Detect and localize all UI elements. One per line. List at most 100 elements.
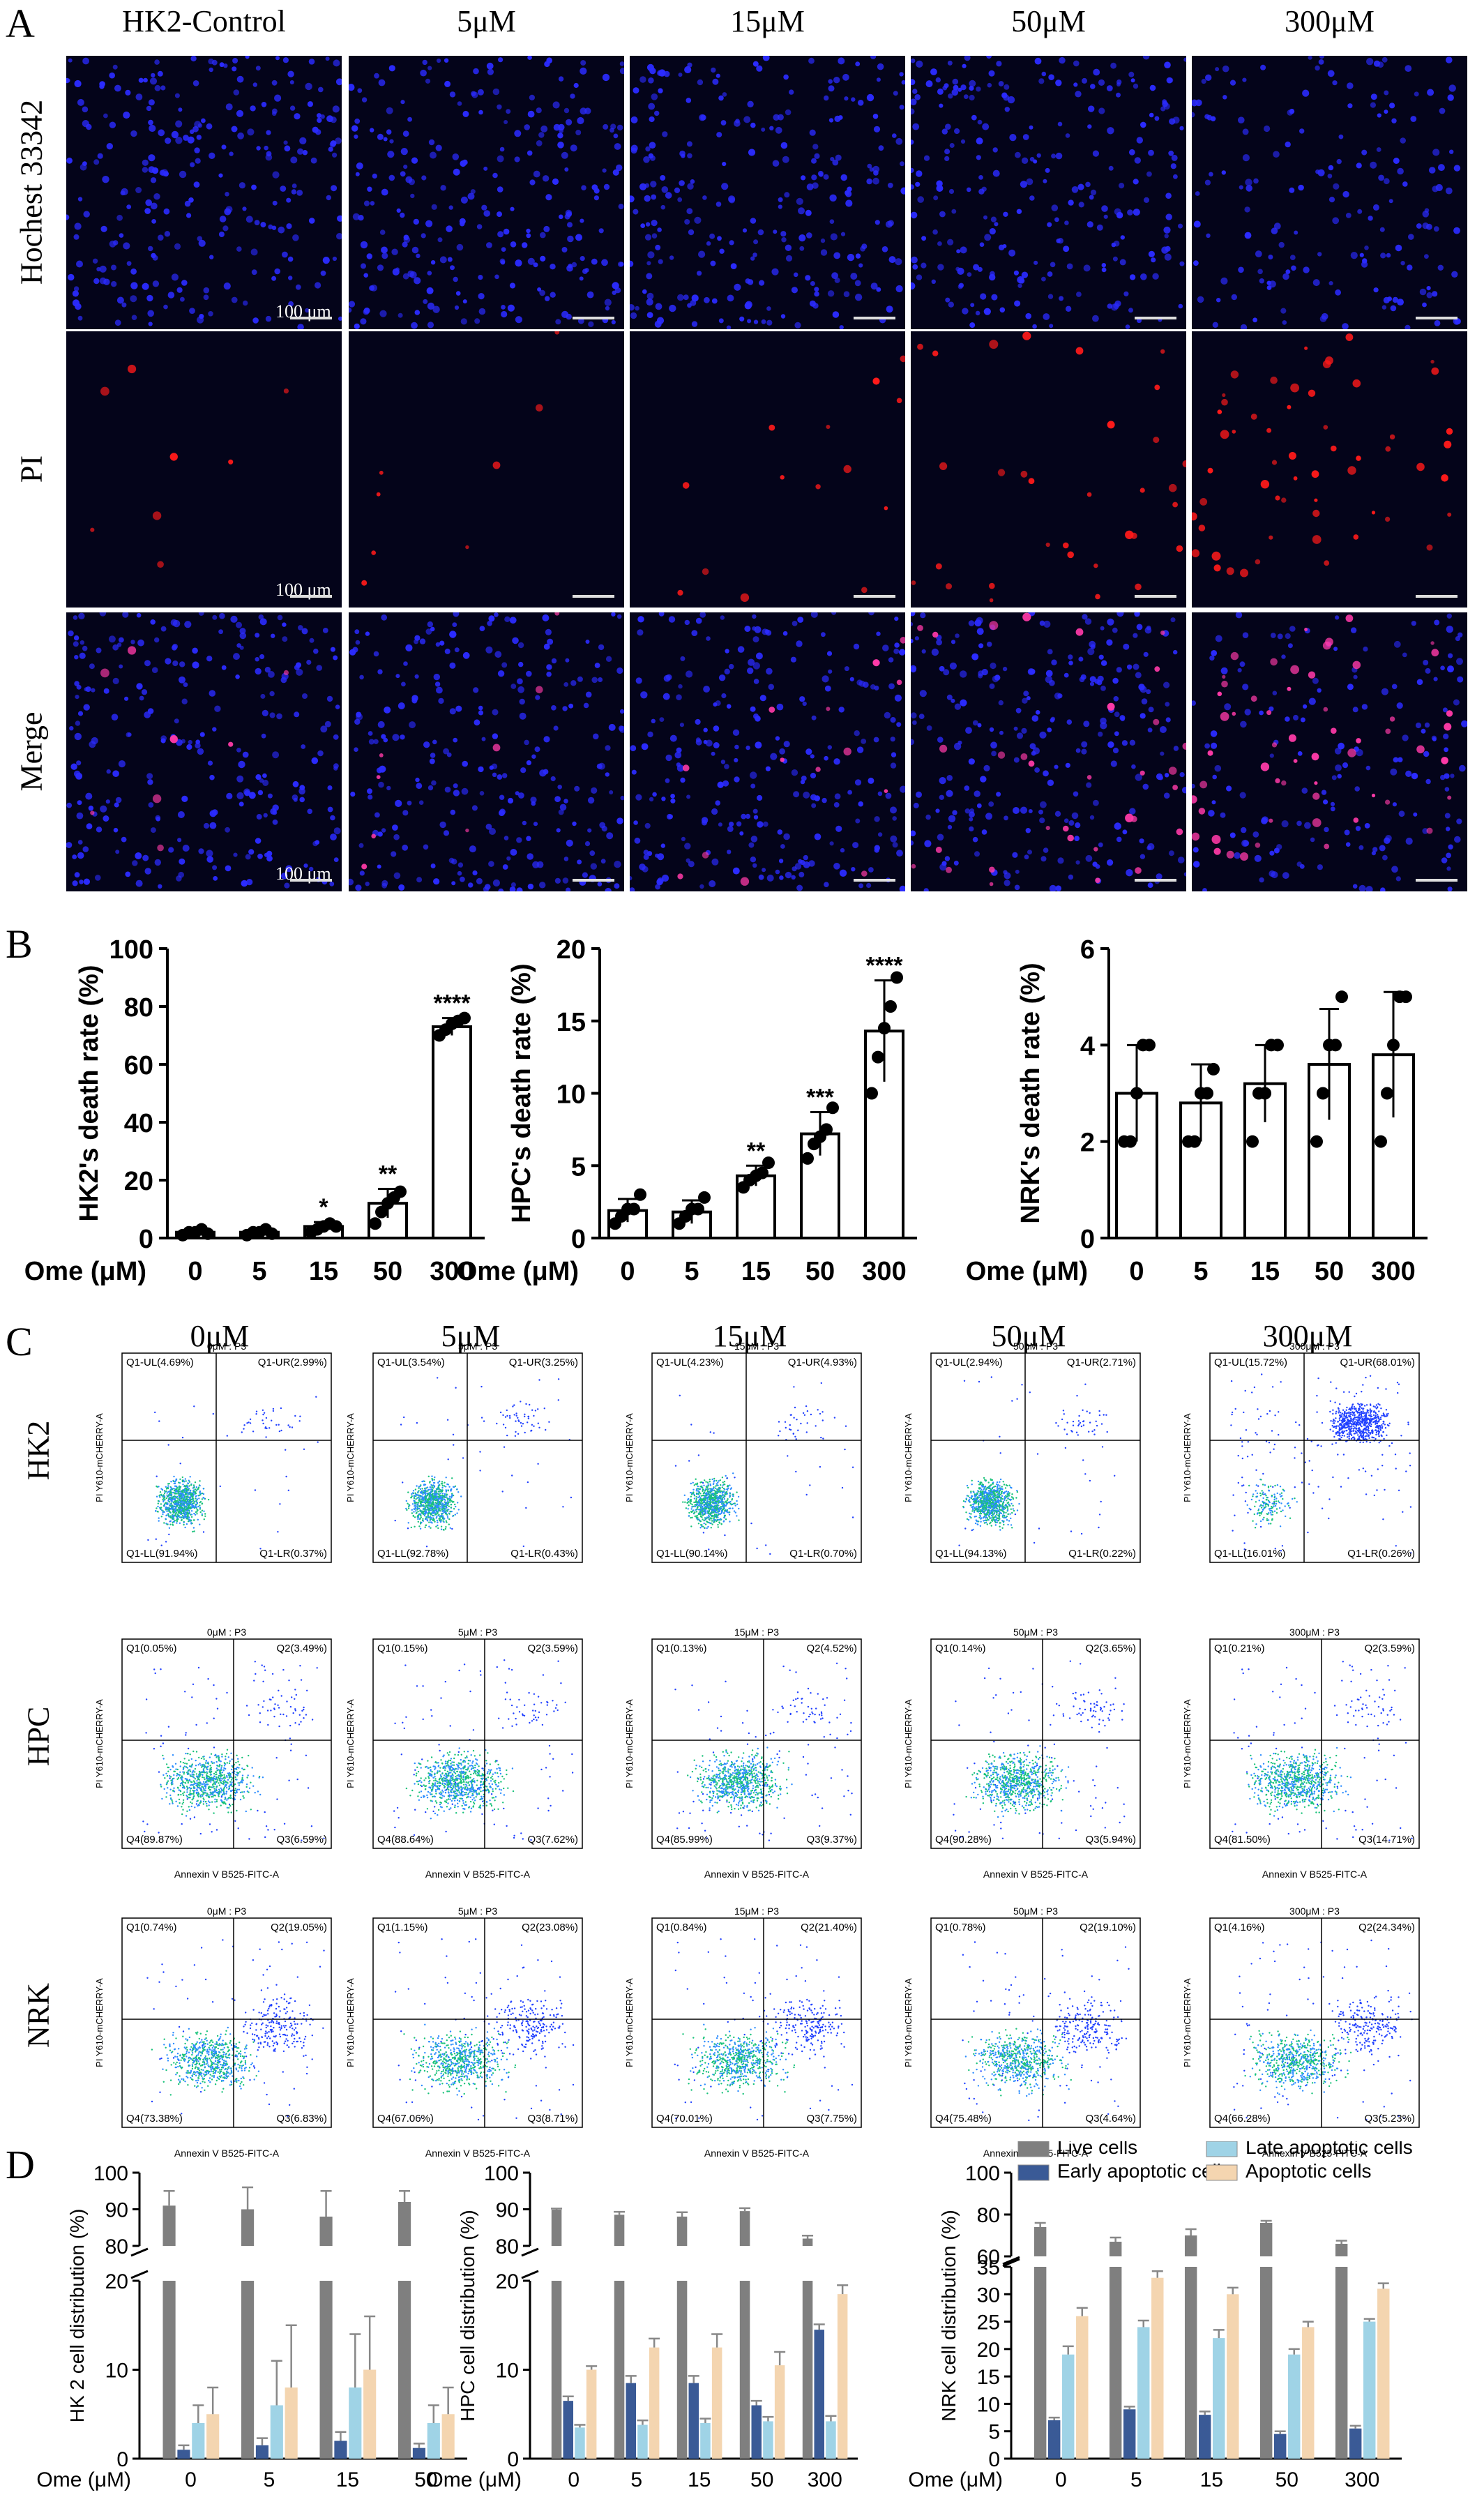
event [163,1497,166,1499]
event [851,1516,854,1518]
event [169,1497,172,1499]
nucleus [407,800,412,806]
nucleus [755,741,762,749]
pi-cell [682,482,690,489]
event [406,1509,408,1511]
nucleus [142,167,149,173]
nucleus [203,294,209,301]
event [407,1507,410,1509]
nucleus [646,298,653,306]
event [192,1486,195,1488]
nucleus [135,187,142,193]
nucleus [497,670,505,677]
nucleus [487,68,494,75]
nucleus [1003,870,1008,875]
event [504,1416,507,1418]
nucleus [552,101,560,109]
nucleus [395,267,400,272]
nucleus [563,682,569,687]
nucleus [443,830,450,836]
nucleus [515,316,522,324]
event [174,1481,176,1483]
event [423,1510,425,1512]
nucleus [1156,773,1163,780]
nucleus [801,175,806,181]
event [450,1510,453,1513]
pi-cell [1353,534,1359,540]
nucleus [121,836,127,843]
nucleus [699,612,706,618]
event [186,1523,188,1525]
event [159,1491,162,1493]
nucleus [568,703,574,709]
event [179,1486,182,1488]
event [441,1494,444,1496]
nucleus [745,813,751,819]
nucleus [1047,727,1052,732]
significance-label: * [319,1194,328,1221]
event [440,1501,442,1503]
event [167,1513,169,1515]
event [411,1493,413,1495]
nucleus [1141,698,1148,704]
nucleus [504,616,510,622]
nucleus [594,663,600,668]
nucleus [651,220,658,227]
nucleus [444,786,451,793]
event [693,1498,696,1500]
event [303,1448,305,1450]
event [438,1498,441,1500]
event [517,1419,520,1421]
nucleus [619,68,624,75]
nucleus [388,174,395,181]
nucleus [1004,84,1010,90]
nucleus [598,762,605,770]
nucleus [478,275,483,280]
event [515,1415,517,1417]
nucleus [1222,95,1227,100]
event [426,1518,428,1520]
nucleus [1440,665,1445,670]
pi-cell [1232,711,1236,716]
nucleus [1112,677,1119,684]
nucleus [106,769,111,774]
nucleus [427,66,432,70]
event [411,1509,413,1511]
nucleus [1089,676,1096,683]
nucleus [1433,677,1438,681]
nucleus [381,882,388,889]
nucleus [284,882,290,889]
nucleus [376,767,383,774]
nucleus [954,703,962,710]
nucleus [1370,102,1376,108]
event [432,1518,435,1520]
nucleus [1121,740,1128,746]
data-point [628,1202,640,1216]
nucleus [976,803,982,808]
event [436,1495,438,1498]
nucleus [1402,652,1407,658]
nucleus [1209,172,1213,177]
nucleus [577,859,582,865]
micrograph: 100 μm [66,56,342,329]
nucleus [175,137,183,144]
micrograph-image [361,331,560,586]
event [193,1500,196,1502]
event [448,1523,450,1525]
pi-cell [1331,727,1337,734]
event [190,1520,192,1522]
pi-cell [989,582,995,589]
nucleus [255,657,259,662]
event [184,1493,186,1496]
scale-bar [573,317,614,319]
nucleus [855,253,861,259]
nucleus [911,211,918,219]
nucleus [66,214,70,220]
event [432,1487,434,1489]
pi-cell [1441,757,1448,764]
nucleus [936,185,944,192]
event [449,1510,451,1513]
nucleus [1347,684,1354,691]
nucleus [306,659,312,665]
event [533,1425,535,1427]
